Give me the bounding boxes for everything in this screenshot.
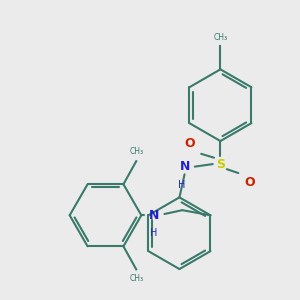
Text: H: H: [178, 180, 186, 190]
Text: N: N: [179, 160, 190, 173]
Text: O: O: [244, 176, 255, 188]
Text: S: S: [216, 158, 225, 171]
Text: N: N: [149, 209, 159, 222]
Text: H: H: [151, 228, 158, 238]
Text: CH₃: CH₃: [213, 34, 227, 43]
Text: CH₃: CH₃: [129, 274, 143, 284]
Text: CH₃: CH₃: [129, 147, 143, 156]
Text: O: O: [184, 137, 195, 150]
